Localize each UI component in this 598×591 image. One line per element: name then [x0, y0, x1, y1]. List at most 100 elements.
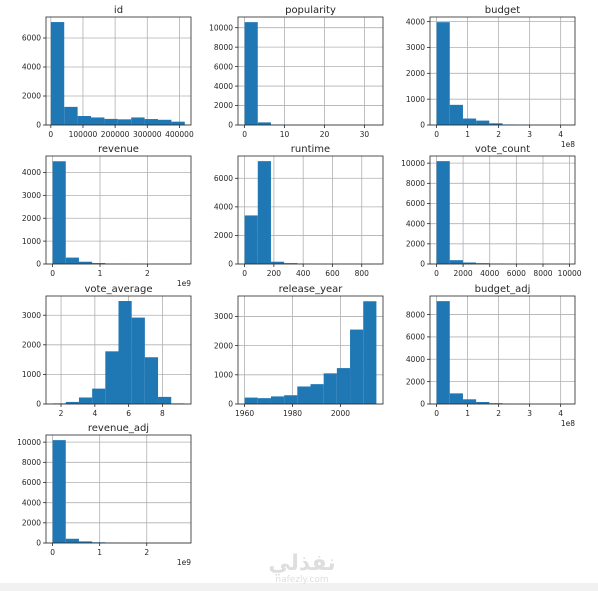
- x-tick-label: 4000: [480, 269, 499, 278]
- subplot-title: vote_count: [475, 144, 530, 155]
- y-tick-label: 3000: [214, 312, 233, 321]
- subplot-title: budget: [485, 5, 521, 16]
- x-tick-label: 10: [280, 130, 290, 139]
- page-bottom-strip: [0, 583, 598, 591]
- y-tick-label: 0: [36, 260, 41, 269]
- histogram-bar: [449, 393, 463, 404]
- x-tick-label: 0: [242, 130, 247, 139]
- x-tick-label: 2: [496, 130, 501, 139]
- y-tick-label: 3000: [406, 43, 425, 52]
- subplot-popularity: popularity 0 10 20 30 0 2000 4000 6000 8000 10000: [209, 5, 384, 139]
- x-tick-label: 0: [434, 130, 439, 139]
- y-tick-label: 0: [420, 260, 425, 269]
- y-tick-label: 0: [228, 121, 233, 130]
- x-tick-label: 100000: [69, 130, 98, 139]
- y-tick-label: 2000: [214, 101, 233, 110]
- y-tick-label: 3000: [22, 191, 41, 200]
- subplot-title: vote_average: [84, 284, 152, 295]
- y-tick-label: 0: [36, 121, 41, 130]
- x-offset-label: 1e8: [561, 419, 575, 428]
- histogram-bar: [131, 117, 145, 125]
- x-tick-label: 2: [145, 269, 150, 278]
- x-tick-label: 2: [496, 409, 501, 418]
- histogram-bar: [270, 396, 285, 404]
- x-tick-label: 10000: [558, 269, 582, 278]
- x-tick-label: 1960: [235, 409, 254, 418]
- y-tick-label: 4000: [406, 17, 425, 26]
- x-tick-label: 600: [325, 269, 340, 278]
- axes-frame: [429, 155, 576, 265]
- histogram-bar: [91, 117, 105, 125]
- histogram-bar: [336, 368, 351, 404]
- x-tick-label: 0: [434, 269, 439, 278]
- x-tick-label: 2000: [331, 409, 350, 418]
- x-tick-label: 2: [59, 409, 64, 418]
- y-tick-label: 2000: [214, 231, 233, 240]
- histogram-bar: [310, 384, 324, 404]
- y-tick-label: 2000: [406, 69, 425, 78]
- x-tick-label: 4: [558, 130, 563, 139]
- x-offset-label: 1e9: [177, 279, 191, 288]
- x-tick-label: 3: [527, 409, 532, 418]
- y-tick-label: 6000: [406, 199, 425, 208]
- x-tick-label: 0: [48, 130, 53, 139]
- y-tick-label: 2000: [22, 214, 41, 223]
- y-tick-label: 3000: [22, 311, 41, 320]
- x-tick-label: 4: [558, 409, 563, 418]
- y-tick-label: 2000: [22, 341, 41, 350]
- y-tick-label: 0: [420, 121, 425, 130]
- y-tick-label: 1000: [406, 95, 425, 104]
- x-tick-label: 400000: [165, 130, 194, 139]
- y-tick-label: 10000: [401, 159, 425, 168]
- x-tick-label: 2: [144, 548, 149, 557]
- subplot-title: release_year: [279, 284, 344, 295]
- histogram-bar: [449, 260, 463, 264]
- x-tick-label: 1: [97, 548, 102, 557]
- x-tick-label: 8000: [533, 269, 552, 278]
- subplot-revenue-adj: revenue_adj 0 1 2 0 2000 4000 6000 8000 10000 1e9: [17, 423, 192, 567]
- y-tick-label: 6000: [22, 478, 41, 487]
- subplot-title: revenue_adj: [88, 423, 149, 434]
- histogram-bar: [52, 161, 66, 264]
- watermark: نفذلي nafezly.com: [262, 552, 342, 585]
- histogram-bar: [476, 120, 490, 125]
- x-tick-label: 0: [242, 269, 247, 278]
- subplot-title: popularity: [285, 5, 336, 16]
- y-tick-label: 1000: [214, 371, 233, 380]
- histogram-bar: [244, 22, 258, 126]
- y-tick-label: 0: [36, 400, 41, 409]
- x-tick-label: 1: [465, 409, 470, 418]
- histogram-bar: [297, 386, 311, 404]
- histogram-bar: [462, 399, 477, 404]
- y-tick-label: 4000: [406, 219, 425, 228]
- histogram-bar: [436, 301, 450, 404]
- x-tick-label: 2000: [454, 269, 473, 278]
- histogram-bar: [449, 104, 463, 125]
- x-offset-label: 1e9: [177, 558, 191, 567]
- subplot-id: id 0 100000 200000 300000 400000 0 2000 4000 6000: [22, 5, 194, 139]
- y-tick-label: 6000: [214, 62, 233, 71]
- y-tick-label: 1000: [22, 370, 41, 379]
- subplot-release-year: release_year 1960 1980 2000 0 1000 2000 3000: [214, 284, 384, 418]
- x-tick-label: 800: [355, 269, 370, 278]
- axes-frame: [237, 295, 384, 405]
- histogram-bar: [257, 161, 271, 264]
- x-tick-label: 400: [296, 269, 311, 278]
- x-tick-label: 20: [320, 130, 330, 139]
- histogram-bar: [117, 119, 132, 125]
- x-tick-label: 8: [160, 409, 165, 418]
- watermark-latin: nafezly.com: [275, 575, 329, 585]
- x-tick-label: 0: [434, 409, 439, 418]
- histogram-bar: [489, 123, 503, 125]
- y-tick-label: 2000: [214, 341, 233, 350]
- histogram-bar: [118, 301, 132, 404]
- subplot-budget-adj: budget_adj 0 1 2 3 4 0 2000 4000 6000 8000 1e8: [406, 284, 576, 428]
- x-tick-label: 4: [92, 409, 97, 418]
- y-tick-label: 6000: [214, 174, 233, 183]
- y-tick-label: 2000: [406, 377, 425, 386]
- histogram-bar: [244, 397, 258, 404]
- histogram-bar: [105, 351, 119, 404]
- subplot-vote-count: vote_count 0 2000 4000 6000 8000 10000 0 2000 400…: [401, 144, 582, 278]
- y-tick-label: 2000: [22, 92, 41, 101]
- histogram-bar: [257, 122, 271, 125]
